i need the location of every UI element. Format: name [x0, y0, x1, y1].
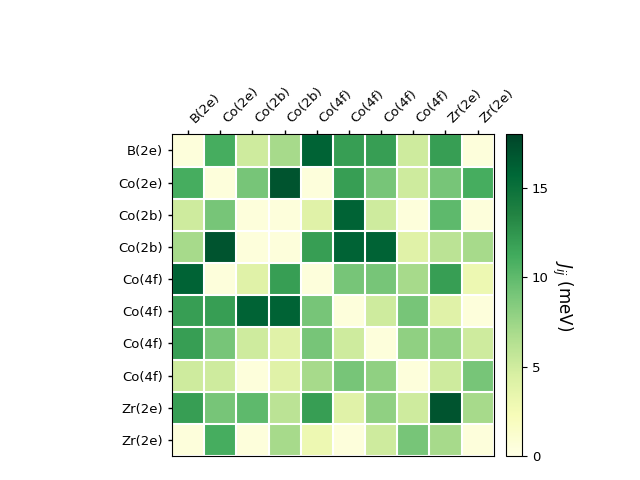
Y-axis label: $J_{ij}$ (meV): $J_{ij}$ (meV)	[550, 260, 574, 331]
